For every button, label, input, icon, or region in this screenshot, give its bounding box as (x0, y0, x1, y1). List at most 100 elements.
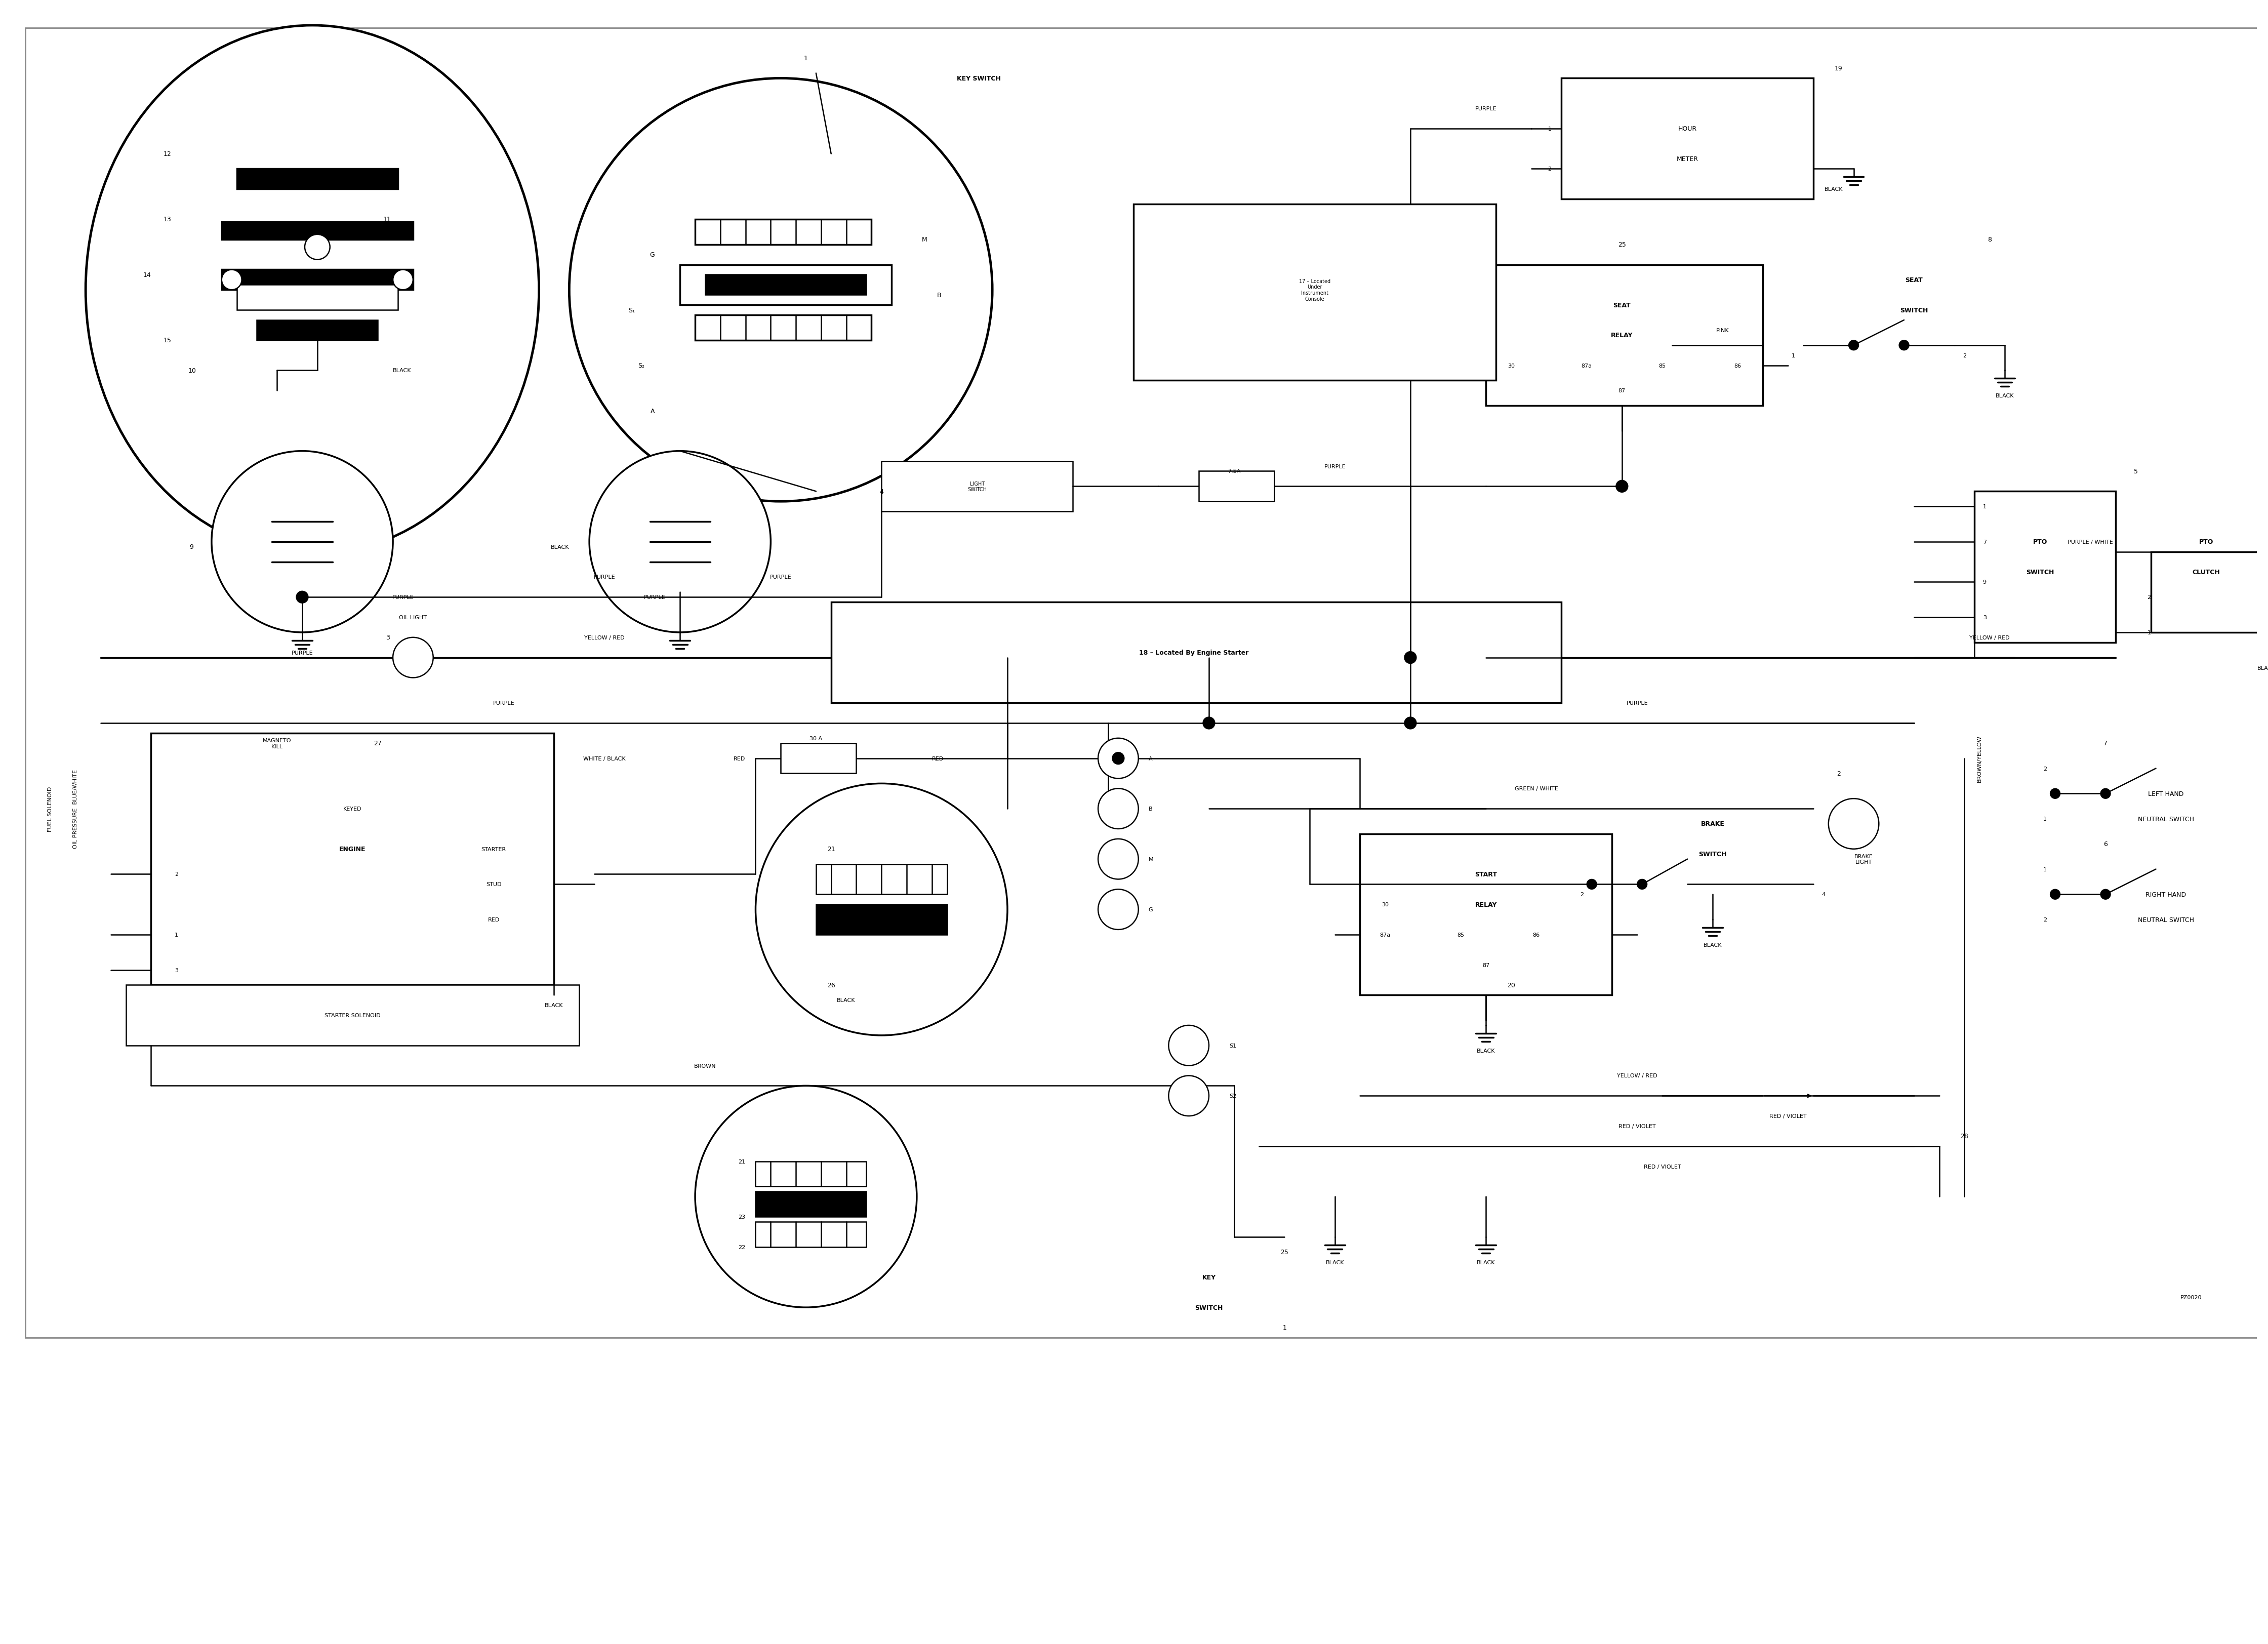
Text: 15: 15 (163, 337, 172, 344)
Text: S2: S2 (1229, 1093, 1236, 1098)
Text: 86: 86 (1533, 932, 1540, 937)
Text: BRAKE
LIGHT: BRAKE LIGHT (1855, 853, 1873, 865)
Bar (222, 270, 413, 291)
Text: 2: 2 (175, 871, 179, 876)
Text: BLACK: BLACK (392, 368, 411, 373)
Circle shape (304, 235, 329, 260)
Text: 28: 28 (1960, 1133, 1969, 1139)
Circle shape (694, 1087, 916, 1307)
Text: 21: 21 (739, 1159, 746, 1164)
Circle shape (297, 592, 308, 603)
Text: PTO: PTO (2200, 539, 2214, 546)
Text: 8: 8 (1987, 237, 1991, 243)
Text: 1: 1 (1281, 1325, 1286, 1332)
Text: M: M (921, 237, 928, 243)
Circle shape (2100, 789, 2112, 799)
Text: 2: 2 (1837, 771, 1842, 778)
Text: STARTER SOLENOID: STARTER SOLENOID (324, 1013, 381, 1018)
Text: LIGHT
SWITCH: LIGHT SWITCH (968, 482, 987, 492)
Bar (256, 321, 379, 340)
Text: SWITCH: SWITCH (1699, 852, 1726, 858)
Text: 11: 11 (383, 217, 390, 224)
Bar (755, 1192, 866, 1217)
Bar (2150, 552, 2261, 633)
Bar (1486, 265, 1762, 406)
Text: RELAY: RELAY (1474, 901, 1497, 907)
Text: SWITCH: SWITCH (1901, 307, 1928, 314)
Text: 1: 1 (1982, 505, 1987, 510)
Text: BROWN/YELLOW: BROWN/YELLOW (1978, 735, 1982, 783)
Text: PURPLE: PURPLE (594, 575, 615, 580)
Circle shape (755, 784, 1007, 1036)
Text: 3: 3 (386, 635, 390, 641)
Text: PURPLE: PURPLE (769, 575, 792, 580)
Bar (1134, 204, 1497, 381)
Text: 87a: 87a (1379, 932, 1390, 937)
Bar (25, 28, 2268, 1338)
Text: 1: 1 (1792, 353, 1794, 358)
Text: 26: 26 (828, 981, 835, 988)
Text: S₂: S₂ (637, 362, 644, 368)
Text: YELLOW / RED: YELLOW / RED (1617, 1074, 1658, 1078)
Text: G: G (651, 252, 655, 258)
Text: RED: RED (488, 917, 499, 922)
Text: 85: 85 (1658, 363, 1665, 368)
Text: 1: 1 (803, 56, 807, 62)
Circle shape (211, 452, 392, 633)
Text: FUEL SOLENOID: FUEL SOLENOID (48, 786, 52, 832)
Text: 1: 1 (2148, 630, 2150, 635)
Text: 7.5A: 7.5A (1227, 469, 1241, 473)
Text: PZ0020: PZ0020 (2180, 1295, 2202, 1300)
Text: 2: 2 (2043, 917, 2048, 922)
Circle shape (1828, 799, 1878, 850)
Text: 30 A: 30 A (810, 737, 823, 741)
Text: 4: 4 (1821, 893, 1826, 898)
Text: 4: 4 (880, 488, 885, 495)
Text: BLACK: BLACK (1476, 1049, 1495, 1054)
Text: KEY: KEY (1202, 1274, 1216, 1281)
Text: G: G (1148, 907, 1152, 912)
Text: PURPLE: PURPLE (1626, 700, 1649, 705)
Text: 87: 87 (1619, 388, 1626, 393)
Text: 2: 2 (2043, 766, 2048, 771)
Text: BLACK: BLACK (2257, 666, 2268, 671)
Text: 25: 25 (1617, 242, 1626, 248)
Text: 6: 6 (2102, 840, 2107, 847)
Text: SWITCH: SWITCH (2025, 569, 2055, 575)
Text: RED / VIOLET: RED / VIOLET (1769, 1113, 1808, 1118)
Text: 13: 13 (163, 217, 172, 224)
Text: 7: 7 (2102, 740, 2107, 746)
Bar (236, 169, 397, 189)
Text: RELAY: RELAY (1610, 332, 1633, 339)
Text: WHITE / BLACK: WHITE / BLACK (583, 756, 626, 761)
Text: A: A (651, 408, 655, 414)
Bar (755, 1221, 866, 1248)
Text: 3: 3 (175, 968, 179, 973)
Text: CLUTCH: CLUTCH (2193, 569, 2220, 575)
Text: 87a: 87a (1581, 363, 1592, 368)
Bar (816, 865, 948, 894)
Bar (127, 985, 578, 1046)
Bar (705, 275, 866, 296)
Text: HOUR: HOUR (1678, 125, 1696, 132)
Text: 23: 23 (739, 1215, 746, 1220)
Text: 9: 9 (1982, 580, 1987, 585)
Text: M: M (1148, 857, 1154, 861)
Text: 27: 27 (374, 740, 381, 746)
Text: 2: 2 (1547, 166, 1551, 173)
Text: KEY SWITCH: KEY SWITCH (957, 76, 1000, 82)
Text: 2: 2 (1581, 893, 1583, 898)
Bar (694, 316, 871, 340)
Circle shape (392, 638, 433, 677)
Text: B: B (937, 293, 941, 299)
Bar (680, 265, 891, 306)
Text: RED: RED (932, 756, 943, 761)
Text: PURPLE: PURPLE (1325, 464, 1345, 469)
Text: PTO: PTO (2032, 539, 2048, 546)
Circle shape (1898, 340, 1910, 350)
Text: 5: 5 (2134, 469, 2139, 475)
Circle shape (1098, 889, 1139, 931)
Text: START: START (1474, 871, 1497, 878)
Bar (1200, 472, 1275, 501)
Text: GREEN / WHITE: GREEN / WHITE (1515, 786, 1558, 791)
